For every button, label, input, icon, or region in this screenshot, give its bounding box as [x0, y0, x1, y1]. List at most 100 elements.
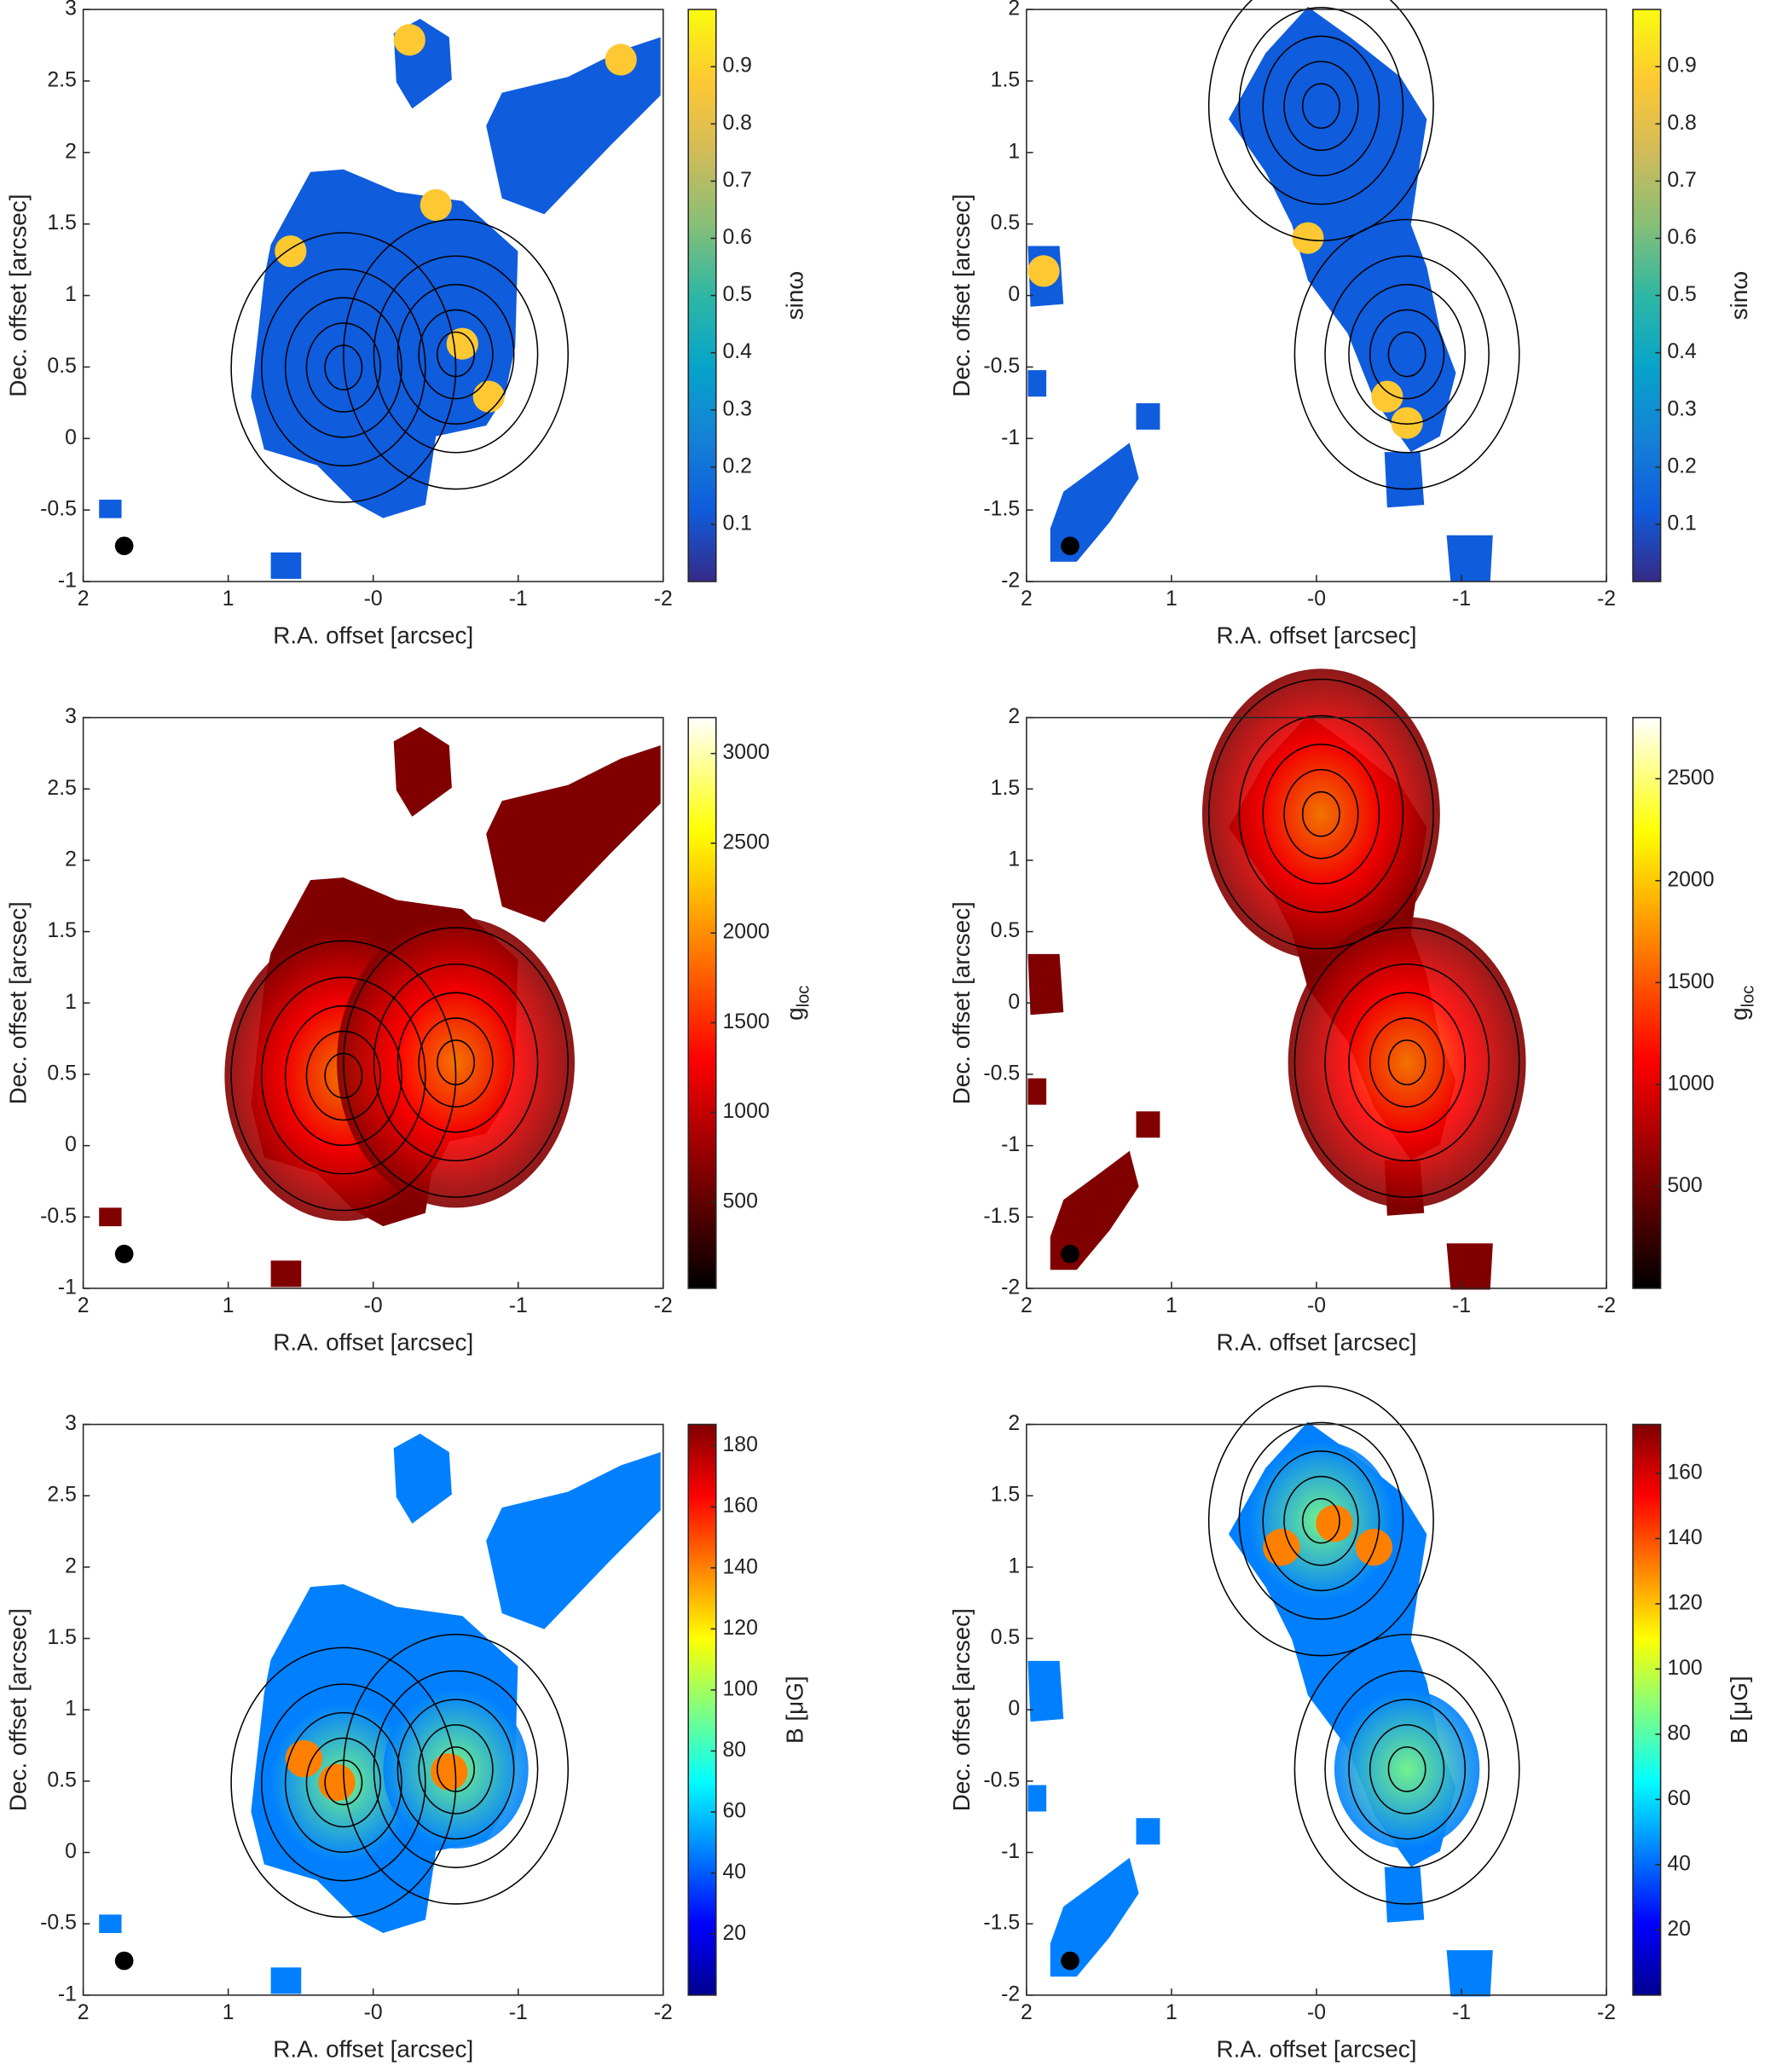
colorbar-tick-label: 40: [723, 1861, 747, 1884]
colorbar-tick-label: 0.3: [723, 397, 752, 420]
contour: [1207, 1385, 1434, 1657]
x-tick-label: 1: [1166, 587, 1178, 611]
colorbar-tick-label: 500: [723, 1189, 758, 1213]
y-tick-label: -2: [1001, 1982, 1020, 2005]
colorbar-tick-label: 0.9: [723, 55, 752, 78]
x-tick-label: -1: [1452, 1294, 1471, 1317]
colorbar-tick-label: 2500: [1667, 767, 1714, 790]
colorbar-label: sinω: [782, 271, 808, 320]
x-tick-label: 1: [1166, 2001, 1178, 2024]
colorbar-tick-label: 0.6: [1667, 226, 1696, 249]
contour: [1369, 309, 1445, 400]
contour: [1262, 35, 1380, 177]
colorbar-tick-label: 0.1: [723, 512, 752, 535]
contour: [1301, 790, 1340, 837]
y-tick-label: 0: [65, 1133, 77, 1156]
colorbar-tick-label: 1000: [723, 1100, 770, 1123]
contour: [1283, 61, 1359, 152]
map: [1027, 668, 1526, 1290]
colorbar-tick-label: 140: [723, 1555, 758, 1578]
contour: [1348, 1699, 1467, 1840]
contour: [1324, 1670, 1490, 1868]
map-patch: [420, 188, 452, 222]
x-tick-label: 1: [223, 2001, 234, 2024]
contour: [1283, 1475, 1359, 1566]
contour: [396, 1699, 515, 1840]
beam: [114, 536, 134, 556]
colorbar-label: B [μG]: [1726, 1676, 1752, 1744]
x-tick-label: 2: [78, 1294, 90, 1317]
y-tick-label: 2: [1008, 0, 1020, 20]
contour: [1238, 715, 1404, 913]
colorbar: [1632, 1423, 1662, 1996]
x-tick-label: 2: [1021, 1294, 1033, 1317]
beam: [1061, 1951, 1079, 1971]
contour: [284, 1004, 402, 1147]
contour: [343, 218, 570, 490]
x-axis-label: R.A. offset [arcsec]: [273, 1328, 473, 1355]
map-patch: [285, 1739, 323, 1778]
map-core: [1334, 1689, 1480, 1849]
contour: [1262, 1450, 1380, 1592]
colorbar-tick-label: 500: [1667, 1174, 1702, 1197]
y-tick-label: 2: [65, 1554, 77, 1577]
map-patch: [1292, 222, 1324, 254]
y-tick-label: 0: [65, 426, 77, 449]
colorbar-tick-label: 60: [1667, 1787, 1691, 1810]
y-tick-label: 3: [65, 705, 77, 728]
y-tick-label: 0: [1008, 283, 1020, 306]
x-tick-label: -2: [1597, 2001, 1616, 2024]
colorbar-tick-label: 2500: [723, 831, 770, 854]
x-axis-label: R.A. offset [arcsec]: [273, 622, 473, 648]
y-tick-label: -1: [58, 1276, 77, 1299]
contour: [1324, 963, 1490, 1162]
y-tick-label: -0.5: [983, 1768, 1020, 1791]
colorbar: [687, 716, 717, 1289]
x-tick-label: 2: [78, 587, 90, 611]
y-tick-label: -1: [58, 570, 77, 593]
contour: [1369, 1724, 1445, 1814]
contour: [1238, 7, 1404, 205]
y-axis-label: Dec. offset [arcsec]: [948, 194, 975, 397]
map-region: [99, 1914, 122, 1934]
contour: [1301, 1497, 1340, 1544]
contour: [373, 963, 539, 1162]
map-region: [393, 726, 452, 817]
beam: [1061, 536, 1079, 556]
y-tick-label: -1.5: [983, 1912, 1020, 1935]
y-axis-label: Dec. offset [arcsec]: [5, 194, 32, 397]
map-region: [1384, 452, 1425, 508]
contour: [1293, 927, 1520, 1198]
contour: [261, 268, 426, 467]
colorbar-tick-label: 120: [723, 1617, 758, 1640]
panel: 2 1 -0 -1 -2 -2 -1.5 -1 -0.5 0 0.5 1 1.5 2 R.A. offset…: [948, 0, 1752, 648]
x-tick-label: 2: [1021, 2001, 1033, 2024]
x-tick-label: -0: [1307, 1294, 1326, 1317]
x-tick-label: -1: [509, 1294, 528, 1317]
colorbar-tick-label: 0.8: [723, 112, 752, 135]
y-tick-label: 0: [1008, 991, 1020, 1014]
contour: [396, 283, 515, 425]
y-tick-label: 0.5: [991, 1626, 1020, 1649]
y-tick-label: 2.5: [47, 777, 76, 800]
x-tick-label: -1: [509, 587, 528, 611]
x-tick-label: -1: [509, 2001, 528, 2024]
panel: 2 1 -0 -1 -2 -1 -0.5 0 0.5 1 1.5 2 2.5 3 R.A. offset […: [5, 1412, 808, 2062]
map-region: [486, 37, 661, 215]
contour: [1387, 331, 1426, 378]
contour: [418, 1724, 494, 1814]
map: [99, 1433, 661, 1994]
y-tick-label: -1: [1001, 426, 1020, 449]
map-patch: [1355, 1528, 1393, 1566]
contour: [1387, 1746, 1426, 1792]
map-patch: [1316, 1505, 1353, 1542]
x-tick-label: -2: [654, 1294, 673, 1317]
y-tick-label: 0.5: [47, 1768, 76, 1791]
map-region: [1027, 1660, 1064, 1722]
x-tick-label: -0: [1307, 2001, 1326, 2024]
map-patch: [393, 24, 425, 56]
colorbar-tick-label: 160: [1667, 1461, 1702, 1484]
colorbar-tick-label: 1500: [1667, 970, 1714, 993]
colorbar-tick-label: 2000: [723, 921, 770, 944]
contour: [343, 927, 570, 1198]
